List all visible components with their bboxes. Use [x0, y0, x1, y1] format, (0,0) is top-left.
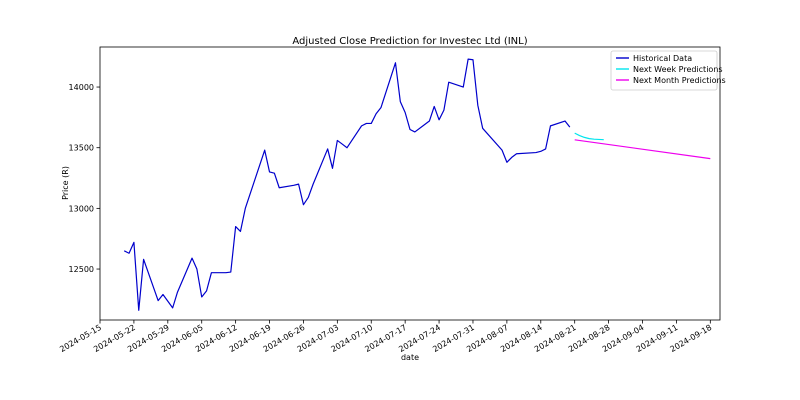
legend-label-0: Historical Data [633, 54, 692, 63]
legend-label-2: Next Month Predictions [633, 76, 726, 85]
x-axis-label: date [401, 353, 419, 362]
y-tick-label: 13000 [69, 204, 94, 213]
series-layer [123, 58, 711, 311]
series-line-0 [123, 58, 571, 311]
legend-label-1: Next Week Predictions [633, 65, 723, 74]
series-line-2 [574, 139, 711, 160]
series-line-1 [574, 132, 604, 141]
ticks-layer: 2024-05-152024-05-222024-05-292024-06-05… [58, 83, 713, 354]
legend-box [610, 50, 718, 91]
legend: Historical Data Next Week Predictions Next… [610, 50, 726, 91]
plot-frame [99, 46, 721, 321]
y-axis-label: Price (R) [61, 166, 70, 200]
y-tick-label: 14000 [69, 83, 94, 92]
chart-title: Adjusted Close Prediction for Investec L… [292, 36, 527, 47]
y-tick-label: 13500 [69, 144, 94, 153]
y-tick-label: 12500 [69, 265, 94, 274]
